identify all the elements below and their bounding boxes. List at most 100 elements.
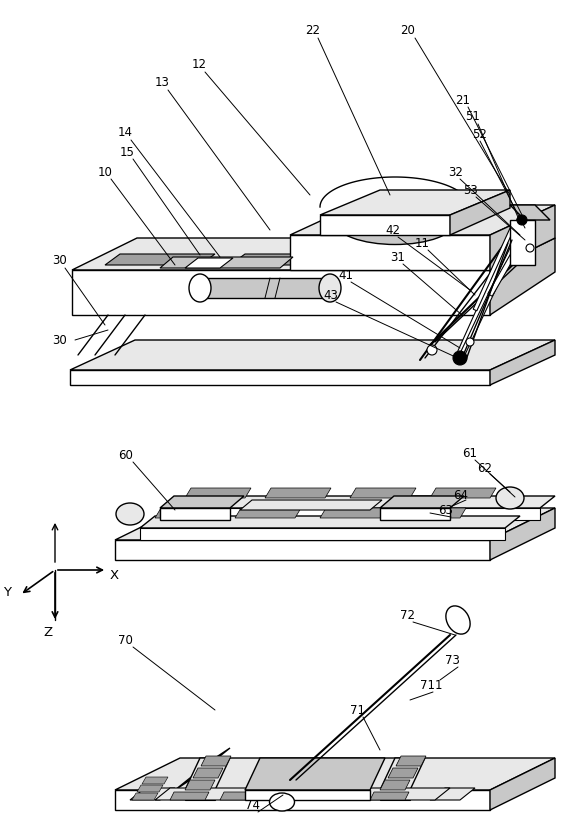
Polygon shape [140, 516, 520, 528]
Polygon shape [185, 758, 230, 790]
Polygon shape [245, 758, 385, 790]
Polygon shape [160, 496, 244, 508]
Polygon shape [270, 792, 309, 800]
Polygon shape [320, 215, 450, 235]
Polygon shape [265, 488, 331, 498]
Polygon shape [510, 205, 550, 220]
Polygon shape [455, 219, 523, 360]
Polygon shape [140, 528, 505, 540]
Polygon shape [396, 756, 426, 766]
Polygon shape [350, 488, 416, 498]
Text: 43: 43 [323, 288, 338, 302]
Polygon shape [155, 788, 450, 800]
Text: 60: 60 [118, 448, 133, 462]
Polygon shape [380, 508, 450, 520]
Polygon shape [320, 792, 359, 800]
Text: 12: 12 [192, 59, 207, 71]
Polygon shape [70, 370, 490, 385]
Text: 72: 72 [400, 608, 415, 622]
Polygon shape [388, 768, 418, 778]
Polygon shape [170, 792, 209, 800]
Polygon shape [400, 508, 466, 518]
Polygon shape [115, 758, 555, 790]
Text: 41: 41 [338, 268, 353, 282]
Ellipse shape [446, 606, 470, 634]
Polygon shape [510, 220, 535, 265]
Ellipse shape [335, 199, 455, 245]
Ellipse shape [319, 274, 341, 302]
Polygon shape [290, 205, 555, 235]
Polygon shape [490, 758, 555, 810]
Polygon shape [142, 777, 168, 784]
Polygon shape [72, 270, 490, 315]
Polygon shape [185, 488, 251, 498]
Polygon shape [380, 496, 464, 508]
Text: 70: 70 [118, 634, 133, 646]
Polygon shape [380, 758, 425, 790]
Polygon shape [160, 508, 230, 520]
Polygon shape [490, 238, 555, 315]
Ellipse shape [496, 487, 524, 509]
Text: Y: Y [3, 586, 11, 598]
Polygon shape [185, 780, 215, 790]
Polygon shape [185, 258, 233, 268]
Text: X: X [110, 568, 119, 582]
Text: 62: 62 [477, 462, 492, 474]
Polygon shape [490, 340, 555, 385]
Text: 51: 51 [465, 111, 480, 123]
Circle shape [453, 351, 467, 365]
Polygon shape [185, 790, 215, 800]
Polygon shape [245, 790, 370, 800]
Polygon shape [450, 190, 510, 235]
Polygon shape [320, 190, 510, 215]
Polygon shape [72, 238, 555, 270]
Polygon shape [320, 508, 386, 518]
Circle shape [427, 345, 437, 355]
Polygon shape [160, 257, 293, 268]
Polygon shape [450, 248, 503, 258]
Polygon shape [201, 756, 231, 766]
Text: 32: 32 [448, 165, 463, 178]
Text: 13: 13 [155, 75, 170, 89]
Ellipse shape [189, 274, 211, 302]
Polygon shape [430, 488, 496, 498]
Polygon shape [175, 496, 555, 508]
Text: Z: Z [43, 625, 52, 639]
Ellipse shape [270, 793, 294, 811]
Polygon shape [385, 250, 453, 260]
Text: 11: 11 [415, 236, 430, 250]
Polygon shape [115, 790, 490, 810]
Text: 711: 711 [420, 679, 443, 691]
Polygon shape [175, 748, 230, 790]
Polygon shape [175, 508, 540, 520]
Polygon shape [220, 792, 259, 800]
Polygon shape [490, 508, 555, 560]
Polygon shape [70, 340, 555, 370]
Polygon shape [290, 235, 490, 270]
Text: 73: 73 [445, 654, 460, 666]
Text: 10: 10 [98, 165, 113, 178]
Polygon shape [240, 500, 382, 510]
Polygon shape [380, 780, 410, 790]
Polygon shape [115, 540, 490, 560]
Polygon shape [115, 508, 555, 540]
Polygon shape [473, 221, 517, 311]
Polygon shape [230, 254, 335, 265]
Text: 52: 52 [472, 127, 487, 141]
Text: 74: 74 [245, 799, 260, 811]
Text: 15: 15 [120, 146, 135, 158]
Text: 63: 63 [438, 504, 453, 516]
Text: 30: 30 [52, 254, 67, 266]
Polygon shape [155, 508, 221, 518]
Polygon shape [200, 278, 330, 298]
Polygon shape [460, 221, 527, 356]
Polygon shape [235, 508, 301, 518]
Text: 22: 22 [305, 23, 320, 37]
Text: 30: 30 [52, 334, 67, 346]
Ellipse shape [116, 503, 144, 525]
Polygon shape [370, 792, 409, 800]
Polygon shape [105, 254, 215, 265]
Text: 64: 64 [453, 489, 468, 501]
Text: 14: 14 [118, 126, 133, 138]
Text: 42: 42 [385, 224, 400, 236]
